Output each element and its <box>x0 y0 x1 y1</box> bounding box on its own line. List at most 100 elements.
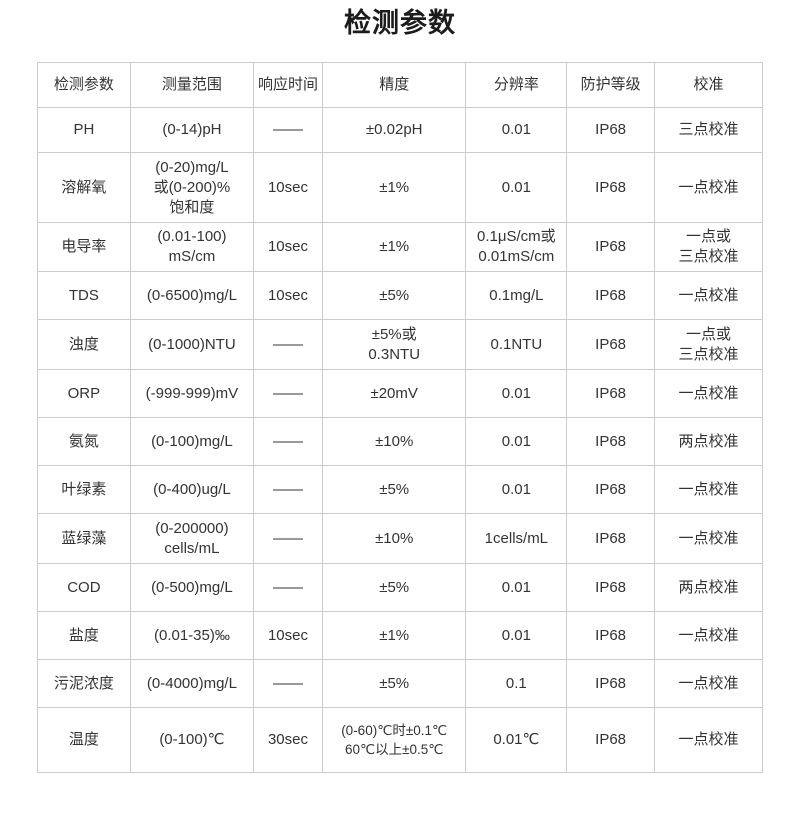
cell-range: (0-6500)mg/L <box>129 271 255 320</box>
cell-param: 盐度 <box>37 611 131 660</box>
cell-accuracy: ±5% <box>321 271 467 320</box>
cell-accuracy: ±5% <box>321 465 467 514</box>
page-title: 检测参数 <box>344 8 456 38</box>
cell-response: 10sec <box>253 271 323 320</box>
cell-param: 叶绿素 <box>37 465 131 514</box>
cell-response: 30sec <box>253 707 323 773</box>
cell-range: (-999-999)mV <box>129 369 255 418</box>
cell-accuracy: ±5% <box>321 563 467 612</box>
cell-param: PH <box>37 107 131 153</box>
table-row: 电导率 (0.01-100) mS/cm 10sec ±1% 0.1μS/cm或 0.0… <box>37 222 764 272</box>
cell-range: (0-4000)mg/L <box>129 659 255 708</box>
cell-range: (0-500)mg/L <box>129 563 255 612</box>
spec-table-body: PH (0-14)pH —— ±0.02pH 0.01 IP68 三点校准 溶解氧 (0-20)… <box>37 107 764 773</box>
cell-range: (0.01-35)‰ <box>129 611 255 660</box>
cell-protection: IP68 <box>566 152 655 223</box>
cell-accuracy: ±10% <box>321 513 467 564</box>
cell-calibration: 一点校准 <box>653 659 764 708</box>
cell-param: 溶解氧 <box>37 152 131 223</box>
cell-calibration: 一点校准 <box>653 369 764 418</box>
cell-protection: IP68 <box>566 465 655 514</box>
cell-accuracy: ±1% <box>321 222 467 272</box>
cell-range: (0-100)mg/L <box>129 417 255 466</box>
column-header-response: 响应时间 <box>253 62 323 108</box>
cell-response: —— <box>253 659 323 708</box>
cell-response: —— <box>253 465 323 514</box>
cell-protection: IP68 <box>566 611 655 660</box>
cell-accuracy: ±1% <box>321 611 467 660</box>
cell-calibration: 一点校准 <box>653 707 764 773</box>
cell-protection: IP68 <box>566 513 655 564</box>
cell-param: 蓝绿藻 <box>37 513 131 564</box>
cell-accuracy: ±5%或 0.3NTU <box>321 319 467 370</box>
cell-resolution: 0.01 <box>465 152 568 223</box>
cell-param: 电导率 <box>37 222 131 272</box>
cell-resolution: 0.01 <box>465 465 568 514</box>
cell-calibration: 一点校准 <box>653 611 764 660</box>
spec-table-header: 检测参数 测量范围 响应时间 精度 分辨率 防护等级 校准 <box>37 62 764 108</box>
cell-protection: IP68 <box>566 369 655 418</box>
cell-calibration: 两点校准 <box>653 563 764 612</box>
cell-range: (0.01-100) mS/cm <box>129 222 255 272</box>
cell-response: —— <box>253 319 323 370</box>
cell-param: TDS <box>37 271 131 320</box>
table-row: 浊度 (0-1000)NTU —— ±5%或 0.3NTU 0.1NTU IP68 一点或 … <box>37 319 764 370</box>
column-header-protection: 防护等级 <box>566 62 655 108</box>
cell-response: 10sec <box>253 222 323 272</box>
cell-param: COD <box>37 563 131 612</box>
table-row: TDS (0-6500)mg/L 10sec ±5% 0.1mg/L IP68 一点校准 <box>37 271 764 320</box>
cell-param: 浊度 <box>37 319 131 370</box>
cell-response: 10sec <box>253 152 323 223</box>
cell-accuracy: ±10% <box>321 417 467 466</box>
cell-range: (0-1000)NTU <box>129 319 255 370</box>
cell-protection: IP68 <box>566 271 655 320</box>
cell-response: —— <box>253 417 323 466</box>
spec-table: 检测参数 测量范围 响应时间 精度 分辨率 防护等级 校准 PH (0-14)pH… <box>37 62 764 773</box>
cell-response: —— <box>253 369 323 418</box>
column-header-range: 测量范围 <box>129 62 255 108</box>
cell-protection: IP68 <box>566 563 655 612</box>
cell-range: (0-400)ug/L <box>129 465 255 514</box>
cell-resolution: 0.01 <box>465 563 568 612</box>
cell-range: (0-20)mg/L 或(0-200)% 饱和度 <box>129 152 255 223</box>
table-row: 盐度 (0.01-35)‰ 10sec ±1% 0.01 IP68 一点校准 <box>37 611 764 660</box>
table-row: 溶解氧 (0-20)mg/L 或(0-200)% 饱和度 10sec ±1% 0.01 I… <box>37 152 764 223</box>
cell-resolution: 0.01 <box>465 107 568 153</box>
cell-resolution: 0.01 <box>465 611 568 660</box>
column-header-accuracy: 精度 <box>321 62 467 108</box>
table-row: 氨氮 (0-100)mg/L —— ±10% 0.01 IP68 两点校准 <box>37 417 764 466</box>
cell-param: 污泥浓度 <box>37 659 131 708</box>
table-row: 污泥浓度 (0-4000)mg/L —— ±5% 0.1 IP68 一点校准 <box>37 659 764 708</box>
cell-resolution: 0.1 <box>465 659 568 708</box>
cell-accuracy: (0-60)℃时±0.1℃ 60℃以上±0.5℃ <box>321 707 467 773</box>
cell-calibration: 三点校准 <box>653 107 764 153</box>
cell-accuracy: ±20mV <box>321 369 467 418</box>
cell-response: —— <box>253 513 323 564</box>
cell-calibration: 一点校准 <box>653 465 764 514</box>
column-header-calibration: 校准 <box>653 62 764 108</box>
column-header-resolution: 分辨率 <box>465 62 568 108</box>
header-row: 检测参数 测量范围 响应时间 精度 分辨率 防护等级 校准 <box>37 62 764 108</box>
cell-protection: IP68 <box>566 319 655 370</box>
cell-accuracy: ±0.02pH <box>321 107 467 153</box>
table-row: ORP (-999-999)mV —— ±20mV 0.01 IP68 一点校准 <box>37 369 764 418</box>
cell-calibration: 一点或 三点校准 <box>653 319 764 370</box>
cell-calibration: 两点校准 <box>653 417 764 466</box>
cell-param: 氨氮 <box>37 417 131 466</box>
cell-range: (0-100)℃ <box>129 707 255 773</box>
cell-calibration: 一点校准 <box>653 513 764 564</box>
cell-resolution: 0.1NTU <box>465 319 568 370</box>
table-row: 叶绿素 (0-400)ug/L —— ±5% 0.01 IP68 一点校准 <box>37 465 764 514</box>
cell-resolution: 0.01℃ <box>465 707 568 773</box>
column-header-param: 检测参数 <box>37 62 131 108</box>
cell-resolution: 0.1μS/cm或 0.01mS/cm <box>465 222 568 272</box>
cell-resolution: 0.01 <box>465 417 568 466</box>
cell-resolution: 0.1mg/L <box>465 271 568 320</box>
cell-response: 10sec <box>253 611 323 660</box>
cell-accuracy: ±1% <box>321 152 467 223</box>
cell-protection: IP68 <box>566 707 655 773</box>
cell-resolution: 0.01 <box>465 369 568 418</box>
table-row: PH (0-14)pH —— ±0.02pH 0.01 IP68 三点校准 <box>37 107 764 153</box>
cell-calibration: 一点校准 <box>653 271 764 320</box>
cell-range: (0-200000) cells/mL <box>129 513 255 564</box>
